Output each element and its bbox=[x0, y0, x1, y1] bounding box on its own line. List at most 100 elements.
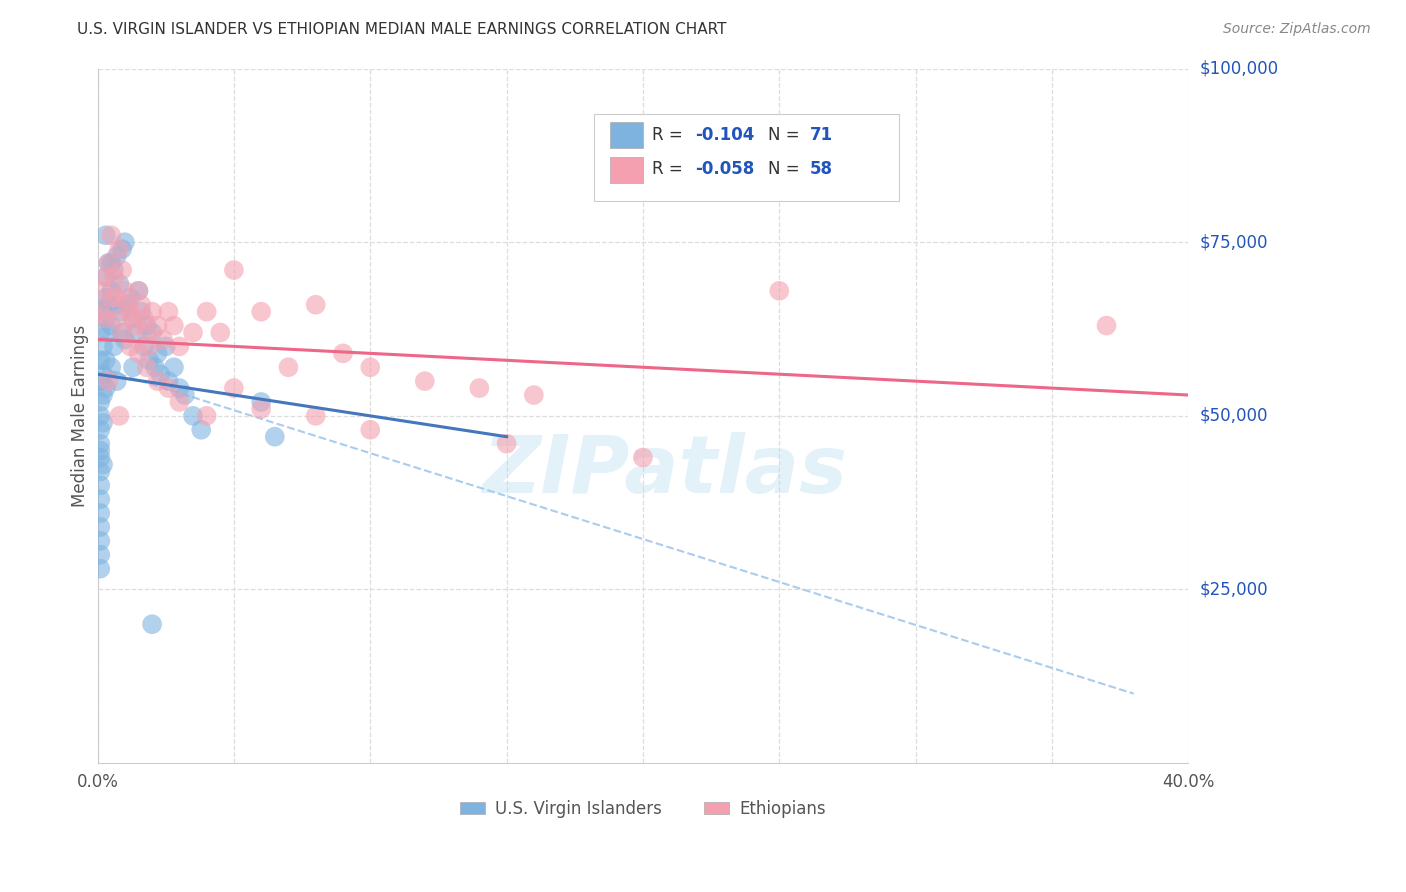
Point bbox=[157, 304, 180, 318]
Point bbox=[97, 256, 120, 270]
Point bbox=[94, 269, 117, 284]
Point bbox=[359, 360, 381, 375]
Point bbox=[155, 339, 177, 353]
FancyBboxPatch shape bbox=[593, 114, 900, 201]
Point bbox=[122, 360, 145, 375]
Point bbox=[195, 409, 218, 423]
Point bbox=[122, 311, 145, 326]
Text: -0.104: -0.104 bbox=[696, 126, 755, 144]
Point bbox=[89, 562, 111, 576]
Point bbox=[141, 617, 163, 632]
Point bbox=[181, 409, 204, 423]
Point bbox=[181, 326, 204, 340]
Text: N =: N = bbox=[768, 161, 806, 178]
Point bbox=[108, 242, 131, 256]
Point bbox=[100, 360, 122, 375]
Point bbox=[94, 311, 117, 326]
Point bbox=[103, 269, 125, 284]
Point bbox=[135, 360, 157, 375]
Point bbox=[89, 423, 111, 437]
Text: $100,000: $100,000 bbox=[1199, 60, 1278, 78]
Point bbox=[305, 298, 328, 312]
Point bbox=[94, 381, 117, 395]
Text: Source: ZipAtlas.com: Source: ZipAtlas.com bbox=[1223, 22, 1371, 37]
Point bbox=[631, 450, 654, 465]
Point bbox=[127, 284, 149, 298]
Point bbox=[250, 395, 273, 409]
Point bbox=[91, 458, 114, 472]
Point bbox=[111, 242, 134, 256]
Point bbox=[108, 409, 131, 423]
Point bbox=[209, 326, 232, 340]
Y-axis label: Median Male Earnings: Median Male Earnings bbox=[72, 325, 89, 507]
Point bbox=[120, 304, 142, 318]
Point bbox=[125, 318, 148, 333]
Point bbox=[359, 423, 381, 437]
Point bbox=[111, 326, 134, 340]
Point bbox=[91, 304, 114, 318]
Point bbox=[89, 436, 111, 450]
Point bbox=[89, 443, 111, 458]
Point bbox=[523, 388, 546, 402]
Text: $50,000: $50,000 bbox=[1199, 407, 1268, 425]
Point bbox=[97, 326, 120, 340]
Point bbox=[120, 339, 142, 353]
Point bbox=[195, 304, 218, 318]
Point bbox=[94, 291, 117, 305]
Point bbox=[122, 311, 145, 326]
Text: R =: R = bbox=[651, 161, 688, 178]
Point bbox=[127, 346, 149, 360]
Point bbox=[120, 291, 142, 305]
Point bbox=[169, 339, 191, 353]
Point bbox=[163, 360, 186, 375]
Point bbox=[89, 409, 111, 423]
Point bbox=[468, 381, 491, 395]
Point bbox=[94, 353, 117, 368]
Point bbox=[163, 318, 186, 333]
Point bbox=[157, 374, 180, 388]
Point bbox=[138, 353, 160, 368]
Point bbox=[277, 360, 299, 375]
Point bbox=[1095, 318, 1118, 333]
Point bbox=[138, 339, 160, 353]
Point bbox=[173, 388, 195, 402]
Text: 58: 58 bbox=[810, 161, 832, 178]
Point bbox=[143, 360, 166, 375]
Point bbox=[125, 326, 148, 340]
Point bbox=[129, 304, 152, 318]
Point bbox=[169, 395, 191, 409]
Point bbox=[114, 333, 136, 347]
Point bbox=[94, 228, 117, 243]
Point bbox=[97, 374, 120, 388]
FancyBboxPatch shape bbox=[610, 122, 643, 148]
Point bbox=[250, 401, 273, 416]
Point bbox=[157, 381, 180, 395]
Point bbox=[89, 395, 111, 409]
Point bbox=[100, 228, 122, 243]
Point bbox=[91, 388, 114, 402]
Point bbox=[132, 339, 155, 353]
Point bbox=[103, 339, 125, 353]
Point bbox=[114, 284, 136, 298]
Point bbox=[152, 333, 174, 347]
Point bbox=[222, 381, 245, 395]
Point bbox=[132, 311, 155, 326]
Point bbox=[89, 374, 111, 388]
Point bbox=[91, 367, 114, 381]
Text: ZIPatlas: ZIPatlas bbox=[482, 433, 848, 510]
Text: $25,000: $25,000 bbox=[1199, 581, 1268, 599]
Point bbox=[89, 353, 111, 368]
Point bbox=[129, 298, 152, 312]
Point bbox=[105, 311, 128, 326]
Point bbox=[111, 263, 134, 277]
Point bbox=[94, 269, 117, 284]
Point bbox=[105, 249, 128, 263]
Point bbox=[89, 304, 111, 318]
Point bbox=[89, 548, 111, 562]
Point bbox=[305, 409, 328, 423]
Point bbox=[100, 284, 122, 298]
Point bbox=[146, 346, 169, 360]
Point bbox=[89, 533, 111, 548]
Point bbox=[89, 465, 111, 479]
Point bbox=[114, 235, 136, 250]
